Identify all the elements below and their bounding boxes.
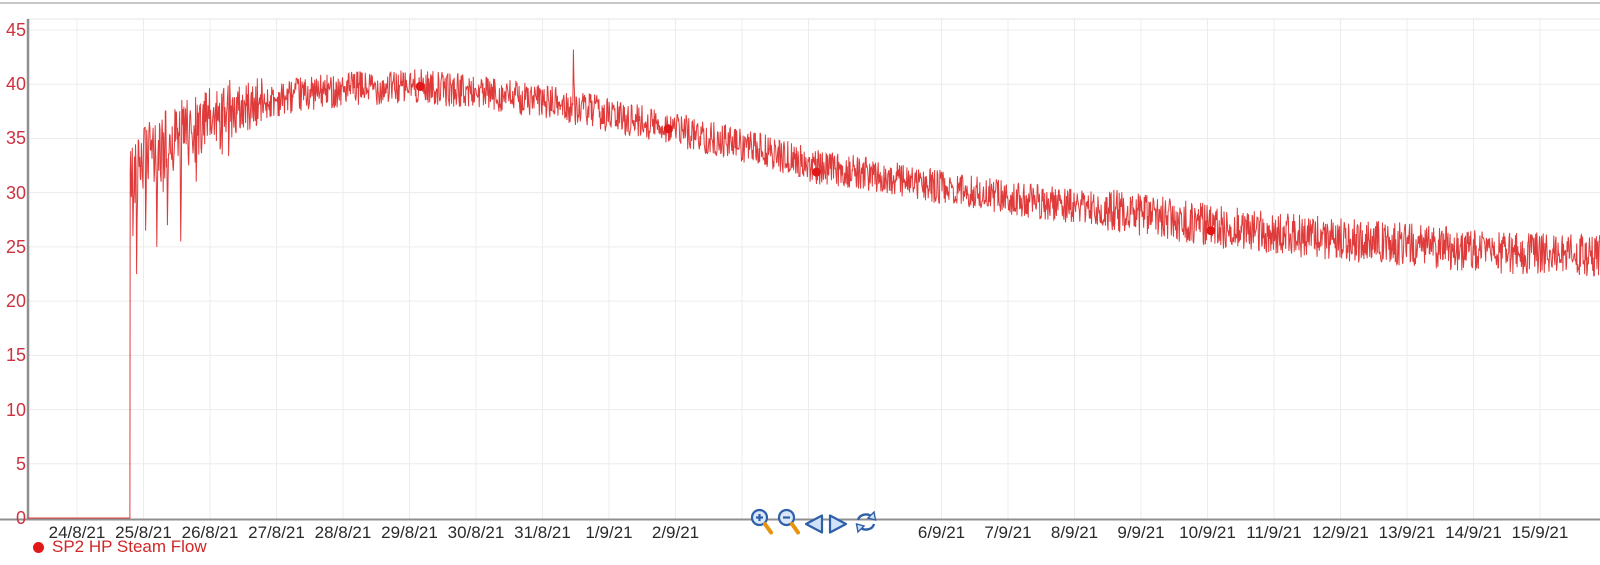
x-tick-label: 25/8/21 [115, 523, 172, 542]
legend-item[interactable]: SP2 HP Steam Flow [33, 536, 207, 558]
series-marker-icon [33, 541, 44, 553]
y-tick-label: 0 [15, 508, 26, 528]
y-tick-label: 25 [5, 236, 26, 257]
x-tick-label: 12/9/21 [1312, 523, 1369, 542]
series-data-marker [811, 167, 821, 177]
y-tick-label: 20 [5, 291, 26, 312]
x-tick-label: 1/9/21 [585, 523, 633, 542]
arrow-left-icon [804, 514, 824, 534]
x-tick-label: 24/8/21 [48, 523, 106, 542]
y-tick-label: 10 [5, 399, 26, 420]
zoom-out-button[interactable] [776, 507, 803, 536]
zoom-out-icon [777, 508, 800, 535]
x-tick-label: 26/8/21 [181, 523, 239, 542]
x-tick-label: 9/9/21 [1117, 523, 1165, 542]
x-tick-label: 6/9/21 [917, 523, 966, 542]
series-data-marker [415, 81, 425, 91]
x-tick-label: 27/8/21 [248, 523, 305, 542]
refresh-button[interactable] [853, 510, 879, 538]
legend-label: SP2 HP Steam Flow [52, 537, 207, 556]
y-tick-label: 40 [5, 74, 26, 95]
x-tick-label: 31/8/21 [514, 523, 571, 542]
x-tick-label: 2/9/21 [651, 523, 700, 542]
x-tick-label: 30/8/21 [447, 523, 505, 542]
y-tick-label: 15 [5, 345, 26, 366]
x-tick-label: 28/8/21 [314, 523, 372, 542]
x-tick-label: 15/9/21 [1511, 523, 1569, 542]
x-tick-label: 29/8/21 [381, 523, 438, 542]
x-tick-label: 13/9/21 [1378, 523, 1436, 542]
series-data-marker [663, 124, 673, 134]
refresh-icon [855, 510, 877, 534]
y-tick-label: 5 [15, 453, 26, 474]
x-tick-label: 8/9/21 [1050, 523, 1099, 542]
x-tick-label: 11/9/21 [1246, 523, 1302, 542]
arrow-right-icon [828, 514, 848, 534]
y-tick-label: 35 [5, 128, 26, 149]
window-top-border [0, 2, 1600, 4]
pan-right-button[interactable] [826, 513, 849, 539]
trend-toolbar [749, 507, 879, 539]
y-tick-label: 30 [5, 182, 26, 203]
pan-left-button[interactable] [803, 513, 826, 539]
y-tick-label: 45 [5, 20, 26, 41]
zoom-in-button[interactable] [749, 507, 776, 536]
x-tick-label: 14/9/21 [1445, 523, 1502, 542]
series-data-marker [1206, 226, 1216, 236]
series-line [27, 49, 1600, 519]
x-tick-label: 10/9/21 [1179, 523, 1236, 542]
x-tick-label: 7/9/21 [984, 523, 1032, 542]
zoom-in-icon [750, 508, 773, 535]
